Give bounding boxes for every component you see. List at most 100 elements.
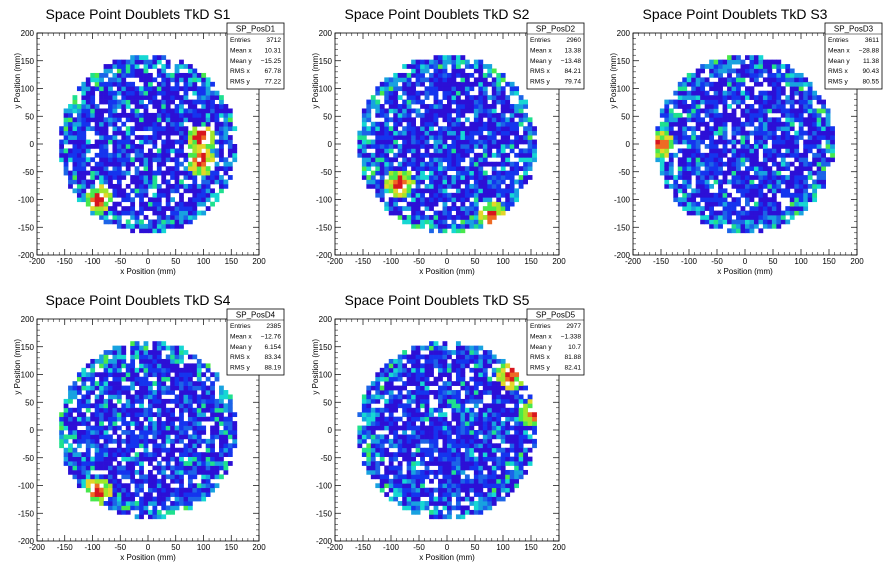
histogram-bin [165, 465, 171, 471]
histogram-bin [143, 447, 149, 453]
histogram-bin [130, 144, 136, 149]
histogram-bin [196, 487, 202, 493]
histogram-bin [415, 68, 421, 74]
histogram-bin [727, 117, 732, 123]
histogram-bin [174, 354, 180, 360]
histogram-bin [130, 223, 136, 229]
histogram-bin [482, 170, 488, 176]
histogram-bin [731, 175, 737, 180]
histogram-bin [677, 95, 683, 100]
histogram-bin [473, 219, 479, 225]
histogram-bin [165, 447, 171, 453]
histogram-bin [108, 456, 113, 462]
histogram-bin [789, 144, 795, 149]
histogram-bin [794, 90, 800, 96]
histogram-bin [411, 157, 416, 163]
histogram-bin [487, 112, 493, 118]
histogram-bin [143, 381, 149, 386]
histogram-bin [424, 152, 430, 158]
histogram-bin [424, 59, 430, 65]
histogram-bin [116, 438, 122, 444]
histogram-bin [442, 152, 448, 158]
histogram-bin [749, 72, 755, 78]
histogram-bin [81, 179, 87, 185]
histogram-bin [227, 121, 233, 127]
histogram-bin [201, 430, 207, 435]
histogram-bin [438, 166, 443, 171]
histogram-bin [776, 86, 782, 92]
histogram-bin [152, 350, 158, 355]
histogram-bin [125, 438, 131, 444]
histogram-bin [713, 68, 719, 74]
histogram-bin [94, 126, 100, 132]
histogram-bin [821, 130, 826, 136]
histogram-bin [72, 108, 78, 114]
histogram-bin [192, 416, 198, 422]
y-tick-label: -200 [18, 537, 35, 546]
histogram-bin [682, 166, 688, 171]
histogram-bin [402, 179, 408, 185]
y-tick-label: -100 [18, 482, 35, 491]
histogram-bin [103, 363, 109, 369]
histogram-bin [771, 157, 777, 163]
histogram-bin [807, 161, 813, 167]
histogram-bin [397, 161, 403, 167]
histogram-bin [700, 219, 706, 225]
histogram-bin [807, 104, 813, 109]
histogram-bin [148, 183, 153, 189]
histogram-bin [816, 139, 822, 145]
histogram-bin [174, 478, 180, 484]
histogram-bin [223, 443, 229, 449]
histogram-bin [713, 95, 719, 100]
histogram-bin [183, 394, 189, 400]
histogram-bin [393, 95, 399, 100]
histogram-bin [668, 183, 674, 189]
histogram-bin [112, 219, 118, 225]
histogram-bin [709, 59, 714, 65]
histogram-bin [201, 183, 207, 189]
histogram-bin [668, 135, 674, 140]
histogram-bin [740, 170, 746, 176]
histogram-bin [402, 139, 408, 145]
histogram-bin [161, 90, 167, 96]
histogram-bin [130, 95, 136, 100]
histogram-bin [798, 112, 804, 118]
x-tick-label: 50 [769, 257, 778, 266]
histogram-bin [196, 121, 202, 127]
histogram-bin [183, 434, 189, 440]
histogram-bin [165, 170, 171, 176]
histogram-bin [108, 112, 113, 118]
histogram-bin [496, 144, 502, 149]
histogram-bin [491, 175, 497, 180]
histogram-bin [68, 148, 73, 154]
histogram-bin [420, 77, 425, 83]
histogram-bin [76, 430, 82, 435]
histogram-bin [704, 95, 710, 100]
histogram-bin [156, 514, 162, 520]
histogram-bin [700, 157, 706, 163]
histogram-bin [361, 139, 367, 145]
histogram-bin [90, 425, 96, 431]
histogram-bin [205, 86, 211, 92]
histogram-bin [214, 430, 220, 435]
histogram-bin [139, 161, 144, 167]
stats-row-label: RMS x [230, 68, 250, 75]
histogram-bin [491, 130, 497, 136]
histogram-bin [165, 434, 171, 440]
histogram-bin [187, 197, 193, 203]
histogram-bin [121, 465, 127, 471]
histogram-bin [179, 219, 184, 225]
histogram-bin [771, 152, 777, 158]
histogram-bin [478, 64, 484, 69]
histogram-bin [130, 108, 136, 114]
histogram-bin [420, 215, 425, 220]
histogram-bin [406, 179, 412, 185]
histogram-bin [482, 99, 488, 105]
histogram-bin [812, 192, 818, 198]
histogram-bin [455, 72, 461, 78]
histogram-bin [201, 104, 207, 109]
histogram-bin [187, 434, 193, 440]
histogram-bin [532, 152, 537, 158]
histogram-bin [76, 438, 82, 444]
histogram-bin [491, 179, 497, 185]
